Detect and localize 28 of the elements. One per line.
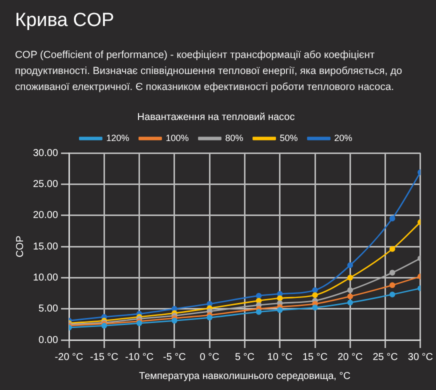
y-tick-label: 10.00 — [32, 272, 58, 284]
x-tick-label: -5 °C — [163, 352, 186, 363]
legend-label: 50% — [280, 132, 298, 143]
x-tick-label: 10 °C — [267, 352, 292, 363]
legend-label: 100% — [166, 132, 189, 143]
y-tick-label: 0.00 — [38, 334, 58, 346]
y-tick-label: 30.00 — [32, 148, 58, 159]
y-tick-label: 25.00 — [32, 178, 58, 190]
chart-subtitle: COP (Coefficient of performance) - коефіцієнт трансформації або коефіцієнт продуктивності. Визначає співвідношення теплової енергії, яка виробляється, до споживаної електричної. Є показником ефективності роботи теплового насоса. — [15, 49, 404, 95]
x-tick-label: -20 °C — [54, 352, 84, 363]
y-axis-title: COP — [14, 235, 26, 258]
legend-label: 20% — [334, 132, 352, 143]
x-tick-label: 15 °C — [302, 352, 328, 363]
legend-label: 80% — [225, 132, 244, 143]
y-tick-label: 5.00 — [38, 304, 58, 315]
y-tick-label: 20.00 — [32, 210, 58, 222]
y-tick-label: 15.00 — [32, 241, 58, 252]
x-axis-title: Температура навколишнього середовища, °С — [139, 370, 350, 382]
legend-title: Навантаження на тепловий насос — [137, 112, 295, 123]
x-tick-label: 5 °C — [234, 352, 255, 363]
x-tick-label: 20 °C — [338, 352, 363, 363]
x-tick-label: -15 °C — [90, 352, 118, 363]
legend-label: 120% — [106, 132, 130, 143]
x-tick-label: 0 °C — [200, 352, 220, 363]
x-tick-label: 25 °C — [372, 352, 398, 363]
x-tick-label: -10 °C — [125, 352, 154, 363]
chart-title: Крива COP — [15, 10, 114, 32]
x-tick-label: 30 °C — [408, 352, 433, 363]
